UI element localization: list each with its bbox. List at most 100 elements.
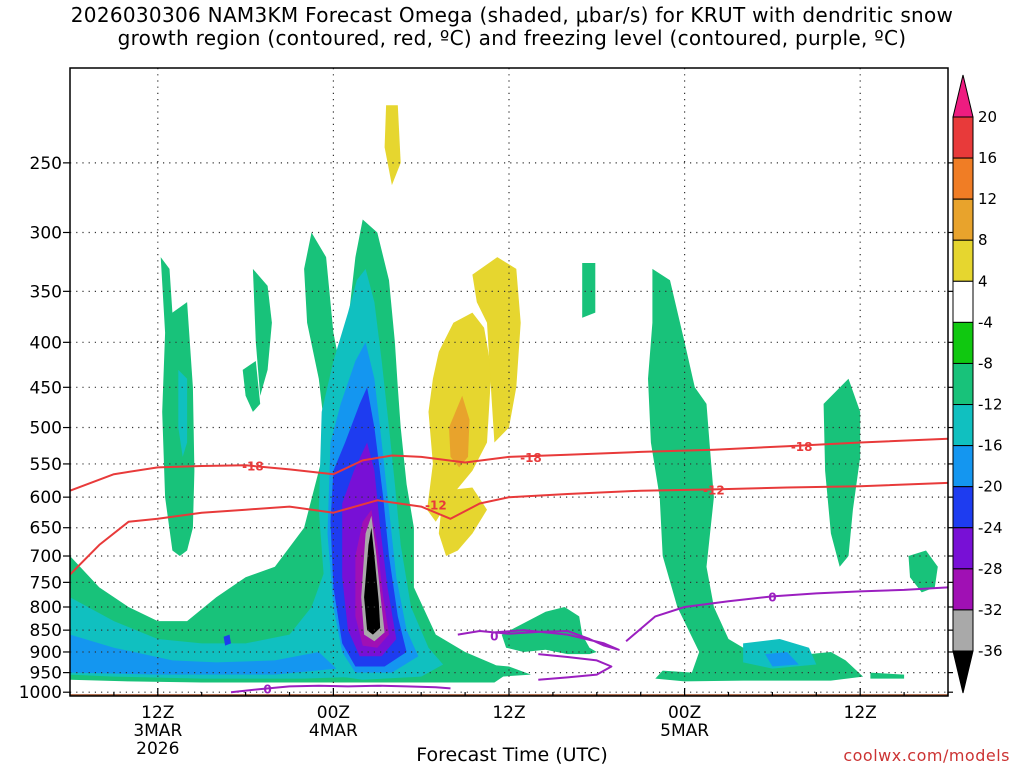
x-tick-date-12: 3MAR bbox=[133, 721, 182, 741]
colorbar-box-11 bbox=[952, 568, 974, 611]
colorbar-label-12: -32 bbox=[978, 601, 1003, 619]
negative-omega-green-sfc bbox=[479, 664, 531, 677]
y-tick-label-900: 900 bbox=[30, 643, 62, 663]
chart-title-line1: 2026030306 NAM3KM Forecast Omega (shaded… bbox=[70, 3, 954, 27]
y-tick-label-600: 600 bbox=[30, 488, 62, 508]
negative-omega-green-far-sfc bbox=[870, 672, 905, 679]
y-tick-label-650: 650 bbox=[30, 519, 62, 539]
omega-shaft-level-6 bbox=[364, 527, 381, 635]
contour-label-1: -18 bbox=[520, 451, 542, 465]
y-tick-label-800: 800 bbox=[30, 598, 62, 618]
colorbar: 20 16 12 8 4 -4 -8 -12 -16 -20 -24 -28 -32 -36 bbox=[952, 74, 1003, 694]
colorbar-label-4: 4 bbox=[978, 272, 988, 290]
positive-omega-yellow-right bbox=[940, 206, 948, 323]
x-tick-label-24: 00Z bbox=[317, 703, 350, 723]
negative-omega-green-far-right bbox=[823, 378, 861, 567]
negative-omega-green-patch-b bbox=[242, 361, 261, 412]
y-tick-label-250: 250 bbox=[30, 154, 62, 174]
positive-omega-yellow-left bbox=[127, 431, 147, 485]
negative-omega-green-patch-c bbox=[582, 263, 596, 318]
contour-label-2: -18 bbox=[791, 440, 813, 454]
contour-freezing-4 bbox=[538, 653, 613, 681]
colorbar-box-3 bbox=[952, 239, 974, 282]
positive-omega-darkorange bbox=[449, 395, 470, 468]
y-tick-label-700: 700 bbox=[30, 547, 62, 567]
y-tick-label-450: 450 bbox=[30, 378, 62, 398]
y-axis: 2503003504004505005506006507007508008509… bbox=[19, 154, 953, 703]
y-tick-label-1000: 1000 bbox=[19, 683, 62, 703]
contour-label-6: 0 bbox=[490, 629, 498, 643]
negative-omega-green-patch-a bbox=[252, 268, 272, 396]
contour-lines bbox=[70, 437, 948, 694]
colorbar-label-6: -8 bbox=[978, 354, 993, 372]
contour-labels: -18 -18 -18 -12 -12 0 0 0 bbox=[242, 440, 813, 696]
x-tick-date-48: 5MAR bbox=[660, 721, 709, 741]
x-tick-label-60: 12Z bbox=[844, 703, 877, 723]
positive-omega-yellow-edge bbox=[70, 68, 76, 163]
positive-omega-yellow-sliver bbox=[511, 77, 518, 131]
x-tick-date-24: 4MAR bbox=[309, 721, 358, 741]
chart-title: 2026030306 NAM3KM Forecast Omega (shaded… bbox=[0, 4, 1024, 50]
positive-omega-yellow-main bbox=[333, 77, 575, 556]
negative-omega-green-edge bbox=[908, 550, 938, 593]
x-tick-year-12: 2026 bbox=[136, 739, 179, 759]
negative-omega-green-left-column bbox=[160, 257, 195, 556]
colorbar-label-0: 20 bbox=[978, 108, 997, 126]
negative-omega-teal-left-column bbox=[178, 369, 188, 457]
x-tick-label-12: 12Z bbox=[141, 703, 174, 723]
x-tick-label-36: 12Z bbox=[492, 703, 525, 723]
negative-omega-teal-main bbox=[70, 566, 363, 679]
colorbar-label-10: -24 bbox=[978, 519, 1003, 537]
colorbar-label-13: -36 bbox=[978, 642, 1003, 660]
y-tick-label-350: 350 bbox=[30, 282, 62, 302]
colorbar-label-8: -16 bbox=[978, 437, 1003, 455]
y-tick-label-400: 400 bbox=[30, 333, 62, 353]
colorbar-box-8 bbox=[952, 445, 974, 488]
colorbar-label-1: 16 bbox=[978, 149, 997, 167]
colorbar-box-0 bbox=[952, 116, 974, 159]
colorbar-box-9 bbox=[952, 486, 974, 529]
y-tick-label-750: 750 bbox=[30, 573, 62, 593]
contour-label-4: -12 bbox=[703, 483, 725, 497]
colorbar-label-7: -12 bbox=[978, 396, 1003, 414]
positive-omega-yellow-top-right bbox=[924, 77, 937, 106]
negative-omega-green-right bbox=[648, 268, 864, 682]
colorbar-bottom-arrow bbox=[952, 650, 974, 694]
y-tick-label-300: 300 bbox=[30, 223, 62, 243]
contour-dgz-1 bbox=[70, 481, 948, 576]
y-tick-label-950: 950 bbox=[30, 664, 62, 684]
colorbar-label-9: -20 bbox=[978, 478, 1003, 496]
negative-omega-cyan-main bbox=[70, 634, 337, 675]
x-tick-label-48: 00Z bbox=[668, 703, 701, 723]
contour-label-5: 0 bbox=[263, 682, 271, 696]
colorbar-box-1 bbox=[952, 157, 974, 200]
contour-label-7: 0 bbox=[768, 590, 776, 604]
x-axis-label: Forecast Time (UTC) bbox=[416, 744, 608, 766]
colorbar-label-2: 12 bbox=[978, 190, 997, 208]
chart-title-line2: growth region (contoured, red, ºC) and f… bbox=[117, 26, 907, 50]
colorbar-box-7 bbox=[952, 404, 974, 447]
gridlines bbox=[70, 68, 948, 696]
y-tick-label-500: 500 bbox=[30, 419, 62, 439]
y-tick-label-850: 850 bbox=[30, 621, 62, 641]
shaded-omega-field bbox=[70, 68, 948, 696]
contour-freezing-5 bbox=[625, 586, 948, 642]
colorbar-box-12 bbox=[952, 609, 974, 652]
colorbar-box-6 bbox=[952, 362, 974, 406]
positive-omega-orange-top bbox=[384, 105, 401, 186]
colorbar-box-5 bbox=[952, 321, 974, 364]
contour-dgz-0 bbox=[70, 437, 948, 492]
colorbar-label-3: 8 bbox=[978, 231, 988, 249]
contour-freezing-2 bbox=[230, 684, 451, 694]
colorbar-top-arrow bbox=[952, 74, 974, 118]
negative-omega-cyan-right bbox=[765, 652, 799, 667]
colorbar-label-5: -4 bbox=[978, 313, 993, 331]
negative-omega-green-center-low bbox=[501, 607, 597, 655]
credit-link[interactable]: coolwx.com/models bbox=[843, 746, 1010, 765]
contour-label-3: -12 bbox=[425, 499, 447, 513]
colorbar-label-11: -28 bbox=[978, 560, 1003, 578]
positive-omega-orange-right bbox=[472, 257, 521, 443]
colorbar-box-4 bbox=[952, 280, 974, 323]
negative-omega-blue-speck bbox=[223, 634, 231, 646]
